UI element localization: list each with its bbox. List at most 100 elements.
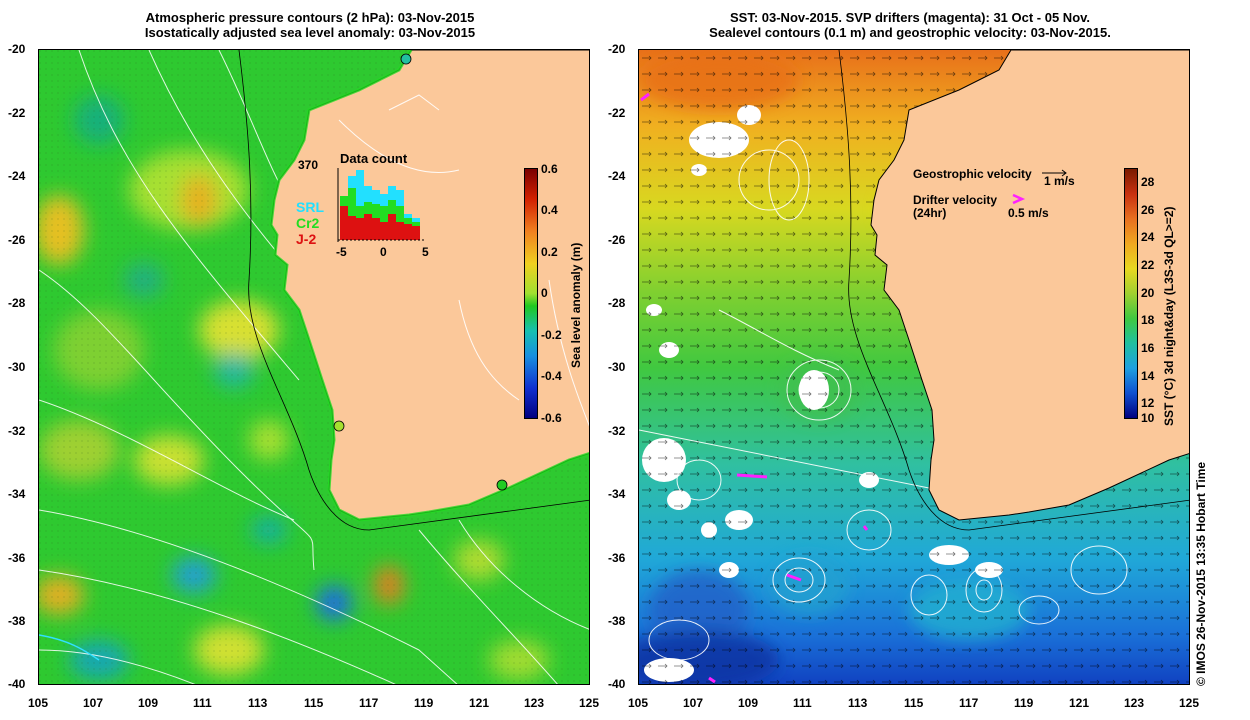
tide-gauge-marker: [496, 479, 508, 491]
coastline-green: [269, 50, 589, 522]
legend-j2: J-2: [296, 231, 317, 247]
right-cbar-tick: 18: [1141, 313, 1155, 327]
right-title-line1: SST: 03-Nov-2015. SVP drifters (magenta)…: [729, 10, 1091, 25]
left-cbar-tick: 0: [541, 286, 548, 300]
lon-tick-left: 105: [28, 696, 49, 710]
lat-tick-right: -20: [608, 42, 626, 56]
right-cbar-tick: 28: [1141, 175, 1155, 189]
left-cbar-tick: -0.4: [541, 369, 562, 383]
sealevel-contours: [639, 139, 1128, 661]
lon-tick-left: 111: [193, 696, 212, 710]
lon-tick-right: 125: [1179, 696, 1200, 710]
lat-tick-left: -32: [8, 424, 26, 438]
lon-tick-left: 113: [248, 696, 268, 710]
lat-tick-right: -38: [608, 614, 626, 628]
lat-tick-left: -24: [8, 169, 26, 183]
lon-tick-right: 107: [683, 696, 704, 710]
right-cbar-tick: 12: [1141, 396, 1155, 410]
data-count-histogram: [337, 168, 424, 242]
lat-tick-left: -26: [8, 233, 26, 247]
lon-tick-left: 107: [83, 696, 104, 710]
left-cbar-tick: -0.2: [541, 328, 562, 342]
left-title: Atmospheric pressure contours (2 hPa): 0…: [100, 10, 520, 40]
left-colorbar-label: Sea level anomaly (m): [569, 242, 583, 368]
bathymetry-contour: [238, 50, 589, 531]
lat-tick-right: -36: [608, 551, 626, 565]
right-colorbar: [1124, 168, 1138, 419]
lat-tick-right: -28: [608, 296, 626, 310]
lat-tick-right: -22: [608, 106, 626, 120]
tide-gauge-marker: [400, 53, 412, 65]
legend-drifter-velocity: Drifter velocity: [913, 193, 998, 207]
lat-tick-left: -36: [8, 551, 26, 565]
svp-drifter-tracks: [640, 92, 869, 684]
imos-credit: © IMOS 26-Nov-2015 13:35 Hobart Time: [1194, 461, 1208, 686]
histogram-bars: [340, 170, 420, 240]
inset-x-tick-0: 0: [380, 245, 387, 259]
lon-tick-right: 111: [793, 696, 812, 710]
lon-tick-left: 109: [138, 696, 159, 710]
lat-tick-right: -40: [608, 677, 626, 691]
legend-srl: SRL: [296, 199, 324, 215]
lon-tick-right: 121: [1069, 696, 1090, 710]
lat-tick-left: -40: [8, 677, 26, 691]
lon-tick-right: 115: [904, 696, 924, 710]
legend-cr2: Cr2: [296, 215, 320, 231]
legend-geostrophic-velocity: Geostrophic velocity: [913, 167, 1032, 181]
lon-tick-right: 123: [1124, 696, 1145, 710]
lat-tick-right: -32: [608, 424, 626, 438]
lat-tick-right: -34: [608, 487, 626, 501]
legend-geostrophic-scale: 1 m/s: [1044, 174, 1075, 188]
left-map-canvas: [39, 50, 589, 684]
legend-drifter-scale: 0.5 m/s: [1008, 206, 1049, 220]
inset-x-tick-minus5: -5: [336, 245, 347, 259]
right-colorbar-label: SST (°C) 3d night&day (L3S-3d QL>=2): [1162, 206, 1176, 427]
lon-tick-left: 115: [304, 696, 324, 710]
lat-tick-left: -30: [8, 360, 26, 374]
right-map-canvas: [639, 50, 1189, 684]
left-cbar-tick: 0.6: [541, 162, 558, 176]
lat-tick-left: -34: [8, 487, 26, 501]
lon-tick-left: 117: [359, 696, 379, 710]
lon-tick-right: 109: [738, 696, 759, 710]
tide-gauge-marker: [333, 420, 345, 432]
velocity-legend: [1012, 169, 1067, 205]
lat-tick-right: -24: [608, 169, 626, 183]
left-cbar-tick: -0.6: [541, 411, 562, 425]
left-cbar-tick: 0.4: [541, 203, 558, 217]
lon-tick-left: 121: [469, 696, 490, 710]
lon-tick-left: 125: [579, 696, 600, 710]
cyan-contour: [39, 634, 100, 661]
left-colorbar: [524, 168, 538, 419]
left-map-sea-level-anomaly: [38, 49, 590, 685]
right-map-sst: [638, 49, 1190, 685]
inset-x-tick-5: 5: [422, 245, 429, 259]
right-cbar-tick: 16: [1141, 341, 1155, 355]
right-title: SST: 03-Nov-2015. SVP drifters (magenta)…: [640, 10, 1180, 40]
land-pressure-contours: [338, 94, 589, 427]
australia-land: [870, 50, 1189, 521]
lat-tick-right: -26: [608, 233, 626, 247]
right-cbar-tick: 20: [1141, 286, 1155, 300]
lon-tick-right: 113: [848, 696, 868, 710]
lon-tick-right: 105: [628, 696, 649, 710]
lat-tick-left: -28: [8, 296, 26, 310]
right-title-line2: Sealevel contours (0.1 m) and geostrophi…: [709, 25, 1111, 40]
lon-tick-left: 123: [524, 696, 545, 710]
right-cbar-tick: 22: [1141, 258, 1155, 272]
right-cbar-tick: 10: [1141, 411, 1155, 425]
right-cbar-tick: 26: [1141, 203, 1155, 217]
left-cbar-tick: 0.2: [541, 245, 558, 259]
lat-tick-right: -30: [608, 360, 626, 374]
geostrophic-scale-arrow: [1042, 169, 1067, 177]
inset-count-label: 370: [298, 158, 319, 172]
lat-tick-left: -38: [8, 614, 26, 628]
right-cbar-tick: 14: [1141, 369, 1155, 383]
drifter-scale-arrow: [1012, 193, 1026, 205]
lat-tick-left: -20: [8, 42, 26, 56]
legend-drifter-period: (24hr): [913, 206, 947, 220]
lat-tick-left: -22: [8, 106, 26, 120]
lon-tick-left: 119: [414, 696, 434, 710]
inset-title: Data count: [340, 151, 408, 166]
bathymetry-contour: [838, 50, 1189, 531]
